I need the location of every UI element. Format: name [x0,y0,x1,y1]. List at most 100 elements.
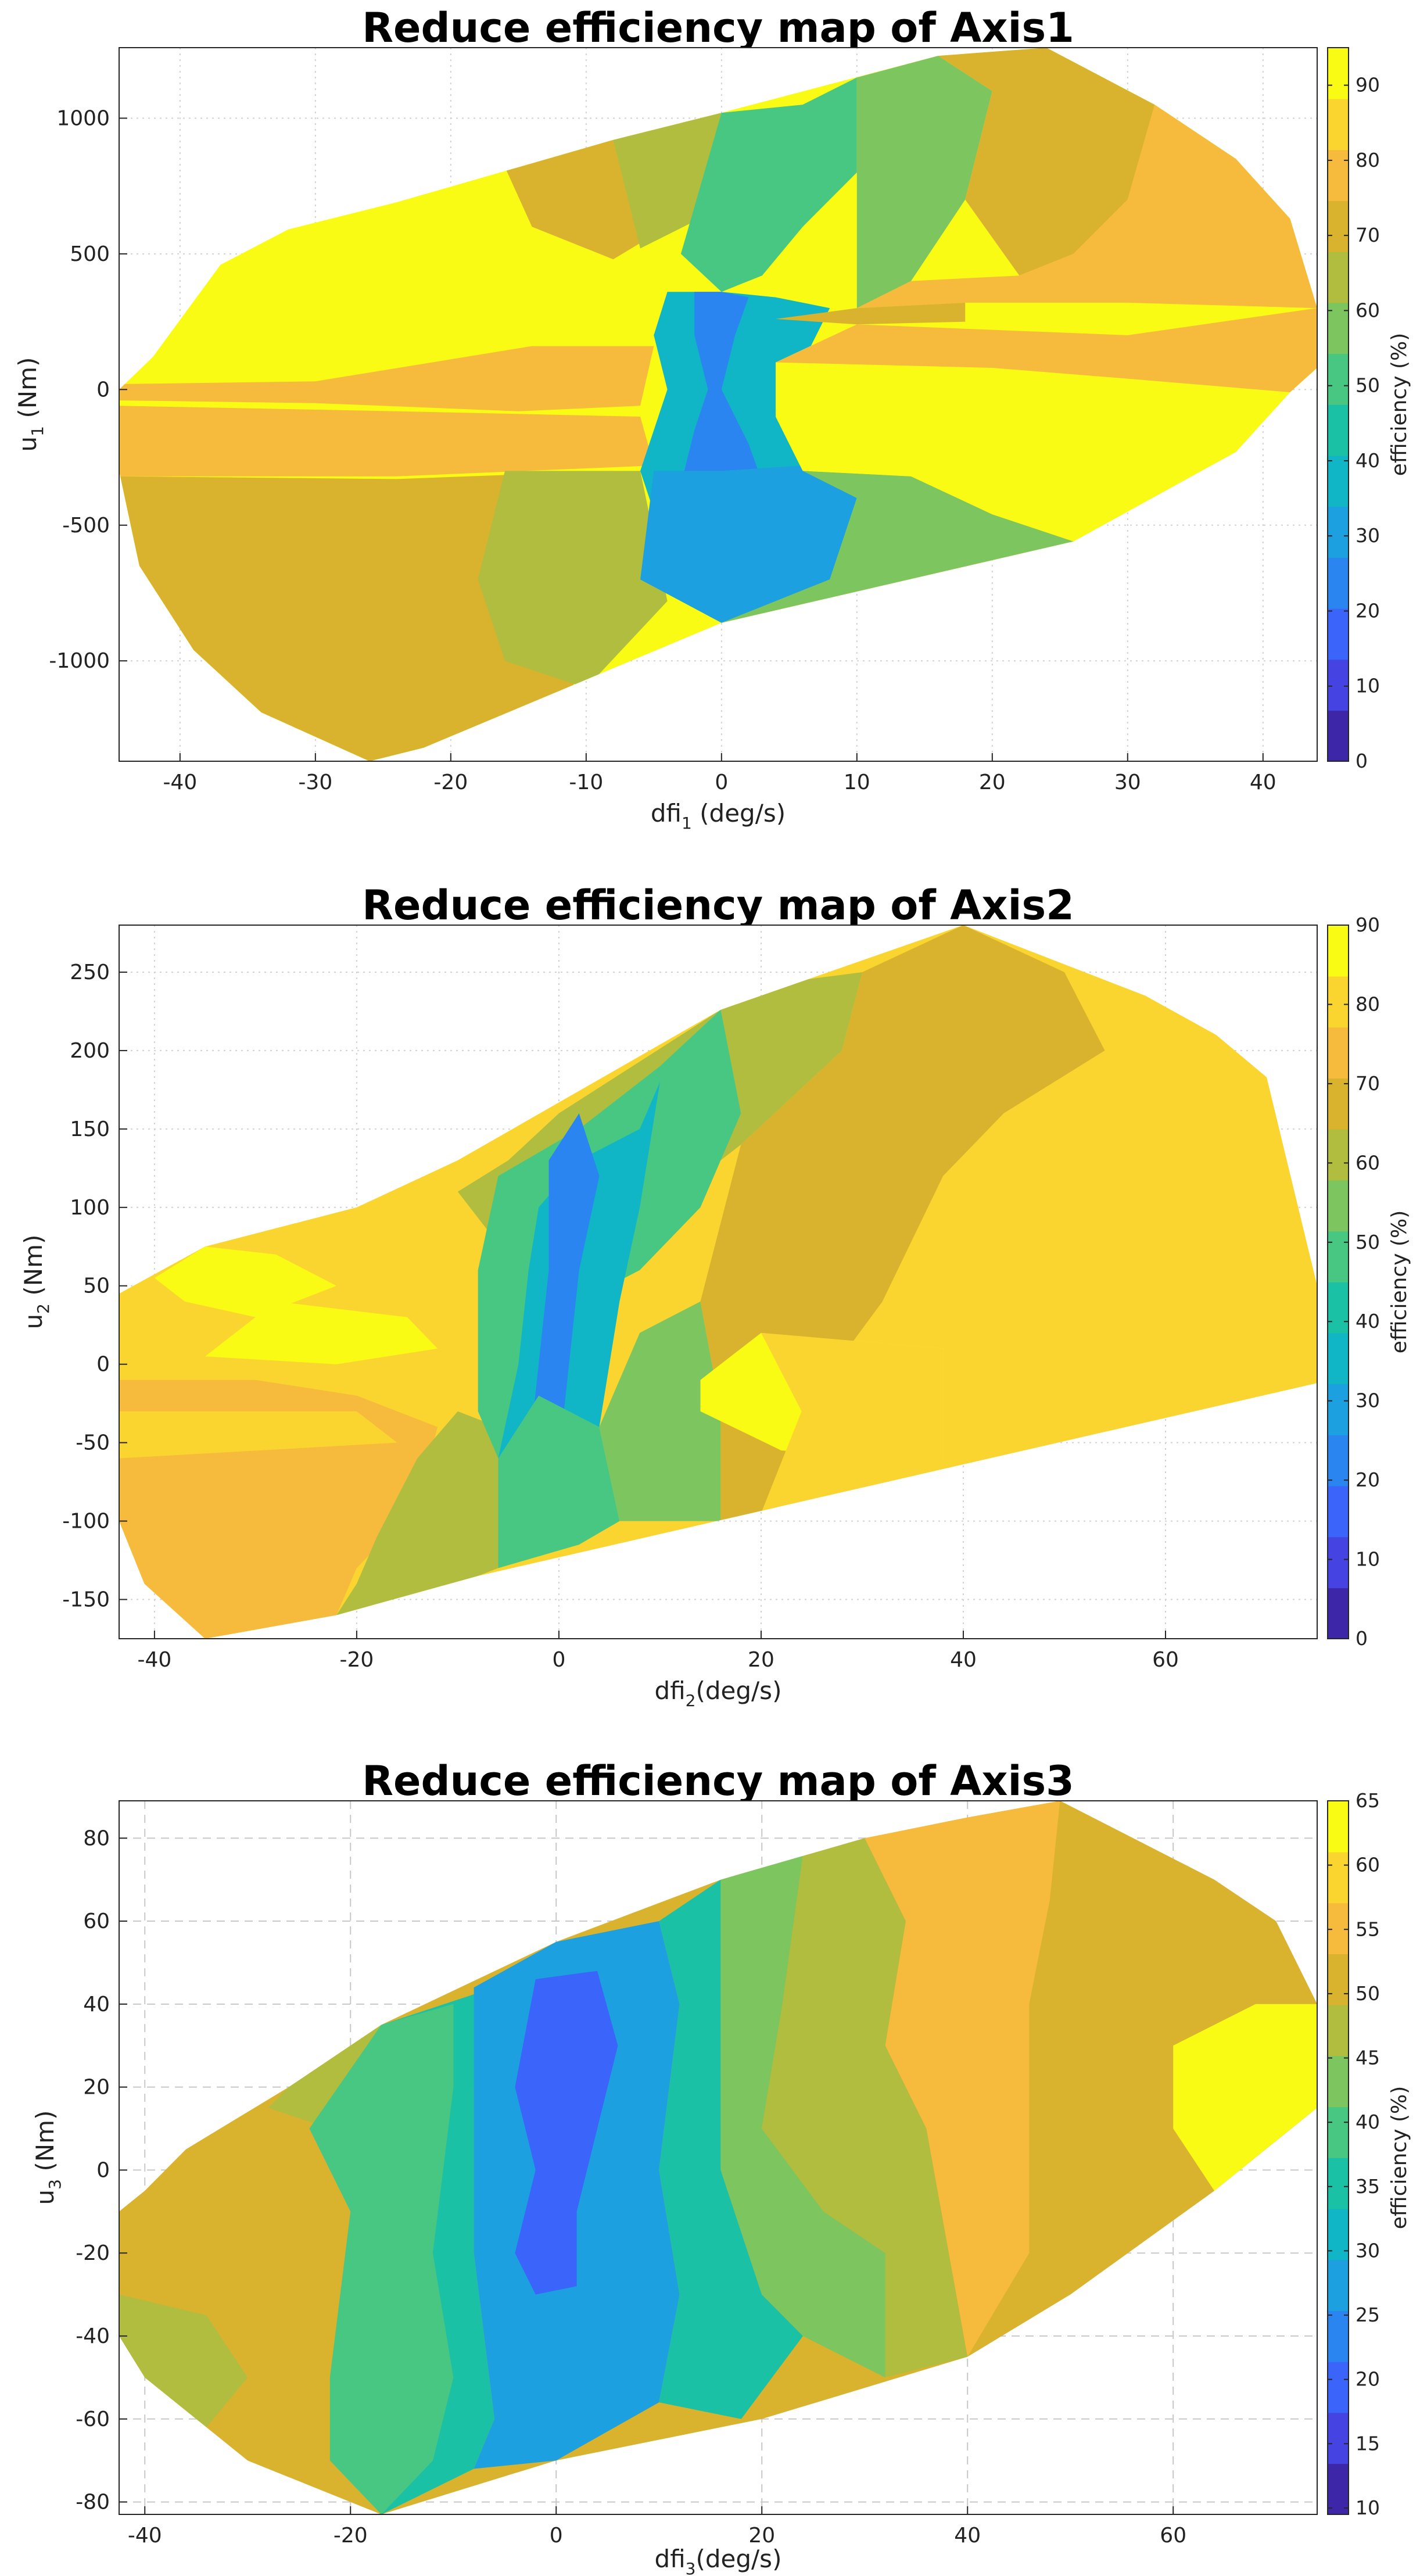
colorbar-segment [1328,1435,1349,1486]
y-tick-label: 1000 [56,106,110,130]
colorbar-tick-label: 70 [1356,1072,1380,1095]
colorbar-segment [1328,557,1349,609]
colorbar-tick-label: 50 [1356,1231,1380,1253]
colorbar-segment [1328,2310,1349,2362]
colorbar-segment [1328,976,1349,1028]
colorbar-frame [1327,47,1349,762]
efficiency-region [882,972,1317,1459]
x-axis-label: dfi3(deg/s) [655,2545,782,2576]
y-tick-label: -40 [76,2324,110,2348]
y-axis-ticks: -150 -100 -50 0 50 100 150 200 250 [62,961,127,1612]
efficiency-region [680,77,857,292]
efficiency-region [761,1332,944,1514]
colorbar-tick-label: 0 [1356,750,1368,772]
efficiency-region [856,105,1317,309]
colorbar-segment [1328,925,1349,977]
colorbar-segment [1328,1588,1349,1639]
efficiency-region [381,1987,494,2514]
colorbar-segment [1328,200,1349,252]
colorbar-segment [1328,1332,1349,1385]
colorbar-tick-label: 40 [1356,449,1380,472]
x-tick-label: -30 [298,771,332,794]
colorbar-label: efficiency (%) [1387,1210,1411,1354]
colorbar-segment [1328,1180,1349,1232]
colorbar-segment [1328,1801,1349,1853]
colorbar-segment [1328,251,1349,303]
efficiency-region [865,1801,1060,2357]
colorbar-tick-label: 0 [1356,1627,1368,1650]
efficiency-region [309,2004,454,2514]
efficiency-region [599,1301,721,1521]
efficiency-region [515,1970,618,2295]
colorbar-tick-label: 20 [1356,599,1380,622]
colorbar-tick-label: 60 [1356,1151,1380,1174]
x-tick-label: -10 [569,771,603,794]
efficiency-region [640,465,857,623]
colorbar-tick-label: 90 [1356,74,1380,96]
colorbar-segment [1328,506,1349,558]
colorbar-tick-label: 80 [1356,149,1380,171]
colorbar-label: efficiency (%) [1387,333,1411,476]
efficiency-region [776,302,966,325]
efficiency-region [205,1301,438,1364]
colorbar: 10 15 20 25 30 35 40 45 50 55 60 65 [1327,1789,1380,2519]
colorbar: 0 10 20 30 40 50 60 70 80 90 [1327,47,1380,772]
y-tick-label: 20 [83,2076,110,2100]
y-axis-ticks: -1000 -500 0 500 1000 [49,106,127,673]
colorbar-tick-label: 90 [1356,913,1380,936]
colorbar-segment [1328,1128,1349,1181]
colorbar-segment [1328,608,1349,660]
colorbar-segment [1328,404,1349,456]
colorbar-segment [1328,2208,1349,2260]
y-tick-label: -500 [62,514,110,538]
y-tick-label: 40 [83,1993,110,2016]
x-tick-label: 20 [748,1648,774,1672]
x-tick-label: -40 [128,2524,162,2548]
colorbar-segment [1328,710,1349,762]
y-tick-label: 200 [70,1039,110,1063]
colorbar-tick-label: 20 [1356,1468,1380,1491]
axes-box [119,47,1318,762]
colorbar-segment [1328,1851,1349,1904]
colorbar-tick-label: 30 [1356,1389,1380,1412]
y-axis-label: u1 (Nm) [13,357,47,452]
x-tick-label: 60 [1160,2524,1186,2548]
colorbar-segment [1328,48,1349,99]
x-tick-label: 60 [1152,1648,1179,1672]
y-tick-label: 80 [83,1826,110,1850]
colorbar-segment [1328,2106,1349,2158]
y-tick-label: -1000 [49,649,110,673]
colorbar-tick-label: 15 [1356,2432,1380,2455]
axes-box [119,1800,1318,2515]
colorbar-tick-label: 45 [1356,2047,1380,2069]
x-axis-label: dfi2(deg/s) [655,1676,782,1710]
efficiency-region [856,56,992,309]
colorbar-frame [1327,1800,1349,2515]
efficiency-region [119,346,654,411]
x-axis-ticks: -40 -20 0 20 40 60 [137,1631,1179,1672]
x-tick-label: 0 [552,1648,565,1672]
colorbar-segment [1328,2463,1349,2515]
y-axis-label: u3 (Nm) [31,2111,64,2205]
y-tick-label: -80 [76,2491,110,2514]
colorbar-tick-label: 30 [1356,2239,1380,2262]
y-axis-ticks: -80 -60 -40 -20 0 20 40 60 80 [76,1826,127,2514]
colorbar-tick-label: 80 [1356,993,1380,1015]
efficiency-region [720,1854,885,2378]
colorbar-segment [1328,2055,1349,2108]
x-tick-label: 0 [550,2524,563,2548]
x-tick-label: -20 [334,2524,368,2548]
efficiency-region [659,1879,803,2419]
colorbar-segment [1328,149,1349,201]
y-tick-label: 0 [96,2158,110,2182]
efficiency-region [336,1411,499,1615]
colorbar-segment [1328,98,1349,151]
y-tick-label: 250 [70,961,110,984]
efficiency-region [938,48,1155,276]
x-tick-label: 0 [715,771,728,794]
colorbar: 0 10 20 30 40 50 60 70 80 90 [1327,913,1380,1650]
y-tick-label: 50 [83,1274,110,1298]
colorbar-tick-label: 40 [1356,2111,1380,2133]
efficiency-region [119,2294,248,2428]
